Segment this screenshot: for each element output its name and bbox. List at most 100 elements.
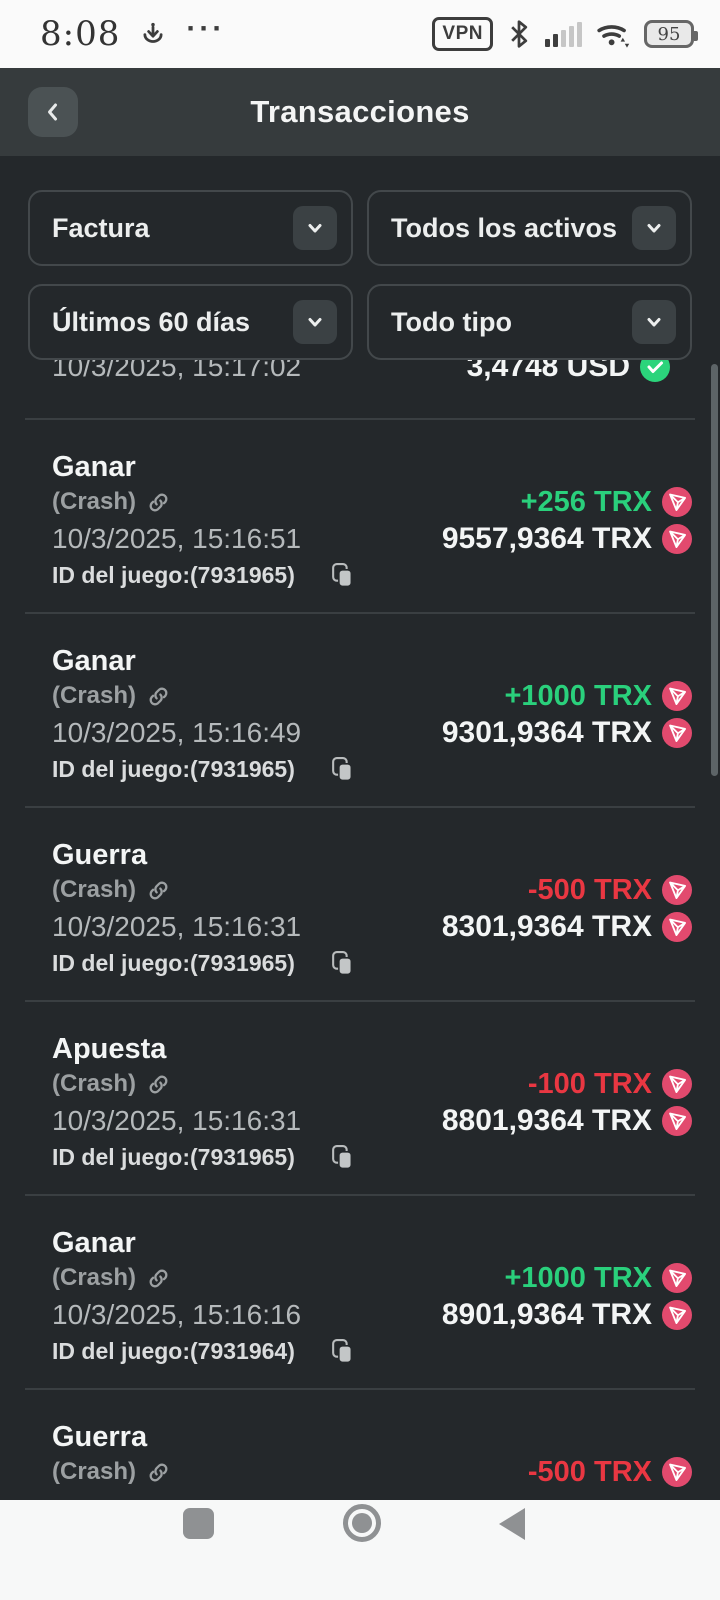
transaction-amount-group: +1000 TRX: [504, 1262, 692, 1295]
divider: [25, 612, 695, 614]
game-label: (Crash): [52, 488, 137, 515]
ellipsis-icon: ···: [186, 12, 226, 45]
transaction-title: Ganar: [52, 451, 136, 483]
filter-type-dropdown[interactable]: Todo tipo: [367, 284, 692, 360]
status-bar: 8:08 ··· VPN: [0, 0, 720, 68]
recents-button[interactable]: [183, 1508, 214, 1539]
trx-coin-icon: [662, 1106, 692, 1136]
chevron-down-icon: [293, 206, 337, 250]
transaction-title: Apuesta: [52, 1033, 167, 1065]
transaction-amount: -500 TRX: [527, 1455, 652, 1488]
game-id: ID del juego:(7931965): [52, 1144, 295, 1170]
link-icon[interactable]: [146, 1072, 171, 1097]
transaction-amount: -100 TRX: [527, 1067, 652, 1100]
transaction-date: 10/3/2025, 15:16:31: [52, 1105, 302, 1136]
filter-label: Factura: [52, 212, 150, 243]
transaction-amount: +1000 TRX: [504, 679, 652, 712]
header: Transacciones: [0, 68, 720, 156]
filter-assets-dropdown[interactable]: Todos los activos: [367, 190, 692, 266]
copy-icon[interactable]: [329, 950, 356, 977]
copy-icon[interactable]: [329, 1338, 356, 1365]
transaction-balance: 8801,9364 TRX: [441, 1104, 652, 1137]
scrollbar[interactable]: [711, 364, 718, 776]
link-icon[interactable]: [146, 878, 171, 903]
copy-icon[interactable]: [329, 562, 356, 589]
divider: [25, 1388, 695, 1390]
transaction-balance: 3,4748 USD: [466, 360, 630, 383]
trx-coin-icon: [662, 875, 692, 905]
transaction-amount: +1000 TRX: [504, 1261, 652, 1294]
link-icon[interactable]: [146, 490, 171, 515]
trx-coin-icon: [662, 718, 692, 748]
transaction-amount-group: +1000 TRX: [504, 680, 692, 713]
trx-coin-icon: [662, 487, 692, 517]
transaction-balance-group: 8901,9364 TRX: [442, 1298, 692, 1332]
trx-coin-icon: [662, 1069, 692, 1099]
trx-coin-icon: [662, 912, 692, 942]
usd-coin-icon: [640, 360, 670, 382]
game-label: (Crash): [52, 1264, 137, 1291]
copy-icon[interactable]: [329, 756, 356, 783]
transaction-title: Guerra: [52, 1421, 148, 1453]
trx-coin-icon: [662, 1300, 692, 1330]
transaction-balance: 9301,9364 TRX: [441, 716, 652, 749]
back-button[interactable]: [28, 87, 78, 137]
chevron-down-icon: [632, 300, 676, 344]
page-title: Transacciones: [250, 94, 470, 129]
link-icon[interactable]: [146, 1460, 171, 1485]
transaction-amount-group: -500 TRX: [528, 874, 692, 907]
trx-coin-icon: [662, 681, 692, 711]
divider: [25, 1194, 695, 1196]
list-item: Guerra (Crash) -500 TRX 10/3/2025, 15:16…: [0, 808, 720, 1002]
android-nav-bar: [0, 1500, 720, 1600]
trx-coin-icon: [662, 524, 692, 554]
transaction-balance-group: 8301,9364 TRX: [442, 910, 692, 944]
list-item: Ganar (Crash) +1000 TRX 10/3/2025, 15:16…: [0, 614, 720, 808]
wifi-icon: [595, 18, 631, 50]
home-button[interactable]: [343, 1504, 381, 1542]
filter-invoice-dropdown[interactable]: Factura: [28, 190, 353, 266]
battery-percent: 95: [657, 23, 681, 45]
game-label: (Crash): [52, 1458, 137, 1485]
vpn-badge: VPN: [432, 17, 493, 51]
transaction-amount: -500 TRX: [527, 873, 652, 906]
transaction-date: 10/3/2025, 15:16:49: [52, 717, 302, 748]
transactions-list: 10/3/2025, 15:17:02 3,4748 USD Ganar: [0, 360, 720, 1584]
filter-period-dropdown[interactable]: Últimos 60 días: [28, 284, 353, 360]
trx-coin-icon: [662, 1457, 692, 1487]
transaction-balance-group: 9301,9364 TRX: [442, 716, 692, 750]
transaction-balance-group: 9557,9364 TRX: [442, 522, 692, 556]
transaction-amount: +256 TRX: [520, 485, 652, 518]
filters: Factura Todos los activos Últimos 60 día…: [0, 156, 720, 360]
back-nav-button[interactable]: [499, 1508, 525, 1540]
chevron-down-icon: [632, 206, 676, 250]
transaction-title: Ganar: [52, 1227, 136, 1259]
game-id: ID del juego:(7931964): [52, 1338, 295, 1364]
copy-icon[interactable]: [329, 1144, 356, 1171]
list-item-truncated: 10/3/2025, 15:17:02 3,4748 USD: [0, 360, 720, 420]
game-id: ID del juego:(7931965): [52, 756, 295, 782]
link-icon[interactable]: [146, 684, 171, 709]
filter-label: Todo tipo: [391, 306, 512, 337]
transaction-date: 10/3/2025, 15:16:31: [52, 911, 302, 942]
link-icon[interactable]: [146, 1266, 171, 1291]
transaction-amount-group: +256 TRX: [521, 486, 692, 519]
bluetooth-icon: [506, 19, 532, 49]
trx-coin-icon: [662, 1263, 692, 1293]
chevron-down-icon: [293, 300, 337, 344]
transaction-date: 10/3/2025, 15:16:51: [52, 523, 302, 554]
signal-icon: [545, 21, 582, 47]
transaction-date: 10/3/2025, 15:16:16: [52, 1299, 302, 1330]
game-id: ID del juego:(7931965): [52, 950, 295, 976]
transaction-date: 10/3/2025, 15:17:02: [52, 360, 302, 382]
filter-label: Todos los activos: [391, 212, 618, 243]
game-label: (Crash): [52, 876, 137, 903]
clock: 8:08: [40, 14, 121, 54]
transaction-balance: 9557,9364 TRX: [441, 522, 652, 555]
divider: [25, 418, 695, 420]
list-item: Guerra (Crash) -500 TRX: [0, 1390, 720, 1584]
transaction-amount-group: -500 TRX: [528, 1456, 692, 1489]
transaction-amount-group: -100 TRX: [528, 1068, 692, 1101]
battery-icon: 95: [644, 20, 698, 48]
